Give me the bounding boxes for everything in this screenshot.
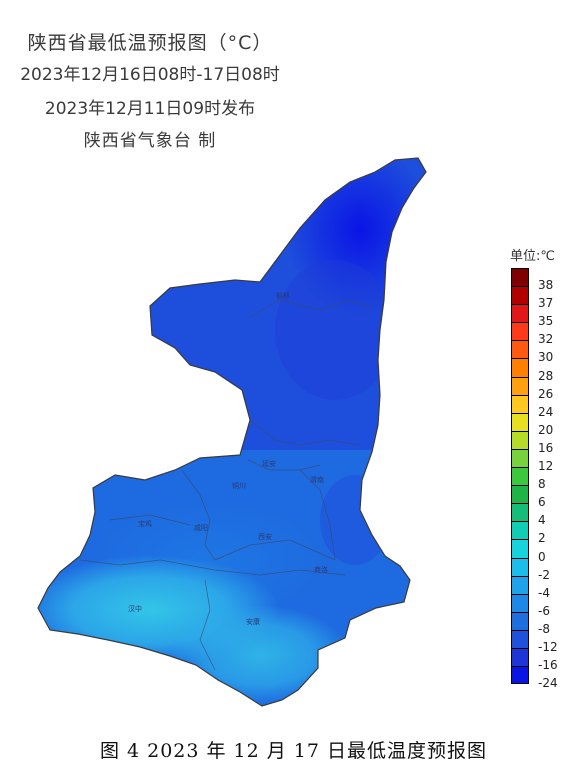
city-label: 延安: [262, 459, 276, 468]
legend-tick-label: -24: [538, 676, 558, 691]
legend-tick-label: 12: [538, 459, 554, 473]
legend-color-cell: [511, 521, 529, 540]
legend-tick-label: -12: [538, 640, 558, 654]
legend-tick-label: 37: [538, 296, 554, 311]
figure-caption: 图 4 2023 年 12 月 17 日最低温度预报图: [99, 740, 488, 762]
legend-color-cell: [511, 503, 529, 522]
legend-color-cell: [511, 467, 529, 486]
legend-tick-label: -2: [538, 567, 550, 582]
forecast-period: 2023年12月16日08时-17日08时: [20, 65, 280, 85]
legend-tick-label: 4: [538, 513, 546, 528]
legend-tick-label: 16: [538, 440, 554, 455]
city-label: 咸阳: [194, 523, 208, 532]
legend-color-cell: [511, 376, 529, 395]
city-label: 榆林: [276, 291, 290, 300]
legend-color-cell: [511, 448, 529, 468]
city-label: 宝鸡: [138, 519, 152, 528]
temperature-fill: [38, 158, 426, 706]
legend-tick-label: 0: [538, 549, 546, 564]
map-title: 陕西省最低温预报图（°C）: [27, 32, 273, 54]
legend-tick-label: 26: [538, 386, 554, 401]
legend-color-cell: [511, 412, 529, 431]
legend-color-cell: [511, 304, 529, 323]
legend-color-cell: [511, 666, 529, 685]
city-label: 铜川: [232, 481, 246, 490]
legend-color-cell: [511, 557, 529, 576]
legend-color-cell: [511, 430, 529, 449]
legend-color-cell: [511, 611, 529, 630]
legend-tick-label: -8: [538, 621, 550, 636]
legend-color-cell: [511, 485, 529, 504]
legend-color-cell: [511, 539, 529, 558]
legend-colorbar: [511, 268, 529, 685]
legend-color-cell: [511, 268, 529, 287]
legend-color-cell: [511, 322, 529, 341]
legend-color-cell: [511, 593, 529, 612]
city-label: 汉中: [128, 604, 142, 613]
legend-tick-label: 32: [538, 332, 554, 347]
issue-time: 2023年12月11日09时发布: [44, 99, 256, 119]
city-label: 西安: [258, 532, 272, 541]
city-label: 安康: [246, 617, 260, 626]
legend-color-cell: [511, 575, 529, 594]
legend-color-cell: [511, 340, 529, 359]
legend-tick-label: 24: [538, 404, 554, 419]
legend-tick-label: 8: [538, 477, 546, 492]
legend-tick-label: 30: [538, 350, 554, 365]
city-borders: [79, 299, 373, 671]
legend-tick-label: -4: [538, 585, 550, 600]
issuer: 陕西省气象台 制: [83, 131, 217, 151]
legend-tick-label: 28: [538, 368, 554, 383]
city-label: 商洛: [314, 565, 328, 574]
legend-tick-label: 20: [538, 422, 554, 437]
city-labels: 榆林 延安 铜川 渭南 宝鸡 咸阳 西安 商洛 汉中 安康: [128, 291, 328, 626]
legend-tick-label: 38: [538, 278, 554, 292]
legend-tick-label: 2: [538, 531, 546, 546]
legend-color-cell: [511, 394, 529, 413]
city-label: 渭南: [310, 475, 324, 484]
province-border: [37, 157, 427, 707]
legend-color-cell: [511, 358, 529, 377]
legend-tick-label: -6: [538, 603, 550, 618]
legend-tick-label: -16: [538, 658, 558, 673]
legend-color-cell: [511, 286, 529, 305]
legend-color-cell: [511, 647, 529, 667]
legend-unit: 单位:℃: [510, 249, 555, 264]
legend-tick-label: 35: [538, 314, 554, 329]
legend-tick-label: 6: [538, 495, 546, 510]
legend-color-cell: [511, 629, 529, 648]
